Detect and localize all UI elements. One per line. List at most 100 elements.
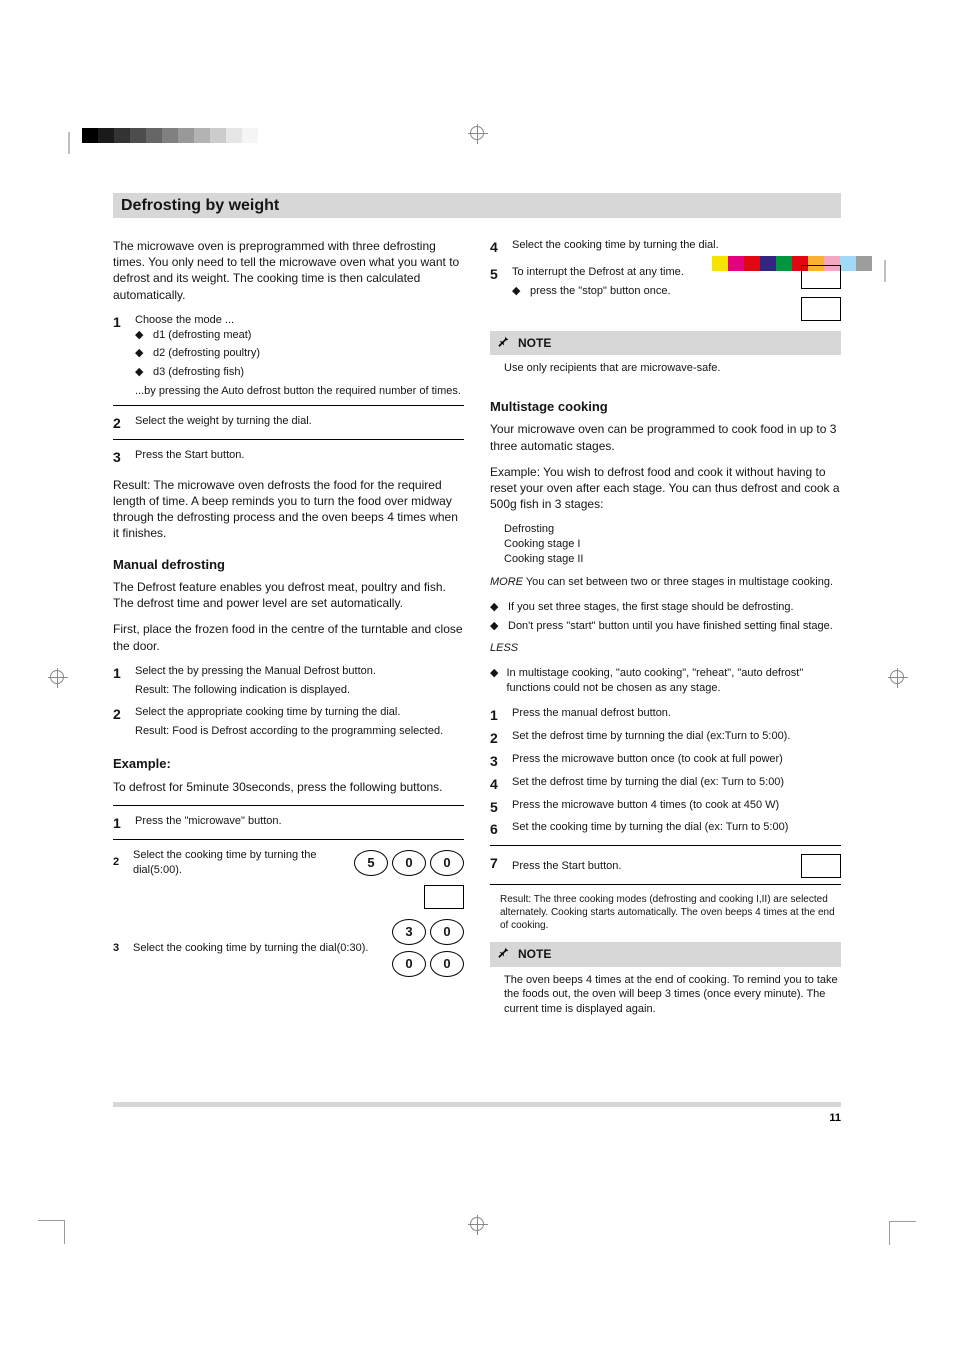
- note-box: NOTE The oven beeps 4 times at the end o…: [490, 942, 841, 1021]
- step-text: press the "stop" button once.: [530, 284, 671, 299]
- step-number: 1: [113, 313, 127, 332]
- divider: [490, 884, 841, 885]
- step-number: 2: [113, 855, 127, 870]
- note-heading: NOTE: [518, 946, 551, 962]
- paragraph: The Defrost feature enables you defrost …: [113, 579, 464, 611]
- list-item: d2 (defrosting poultry): [153, 346, 260, 361]
- key-icon: [801, 265, 841, 289]
- step-text: Choose the mode ...: [135, 313, 464, 328]
- step-text: To interrupt the Defrost at any time.: [512, 265, 801, 280]
- step-3: 3 Press the Start button.: [113, 448, 464, 467]
- step-number: 1: [113, 664, 127, 683]
- list-item: If you set three stages, the first stage…: [508, 600, 794, 615]
- registration-mark-icon: [50, 670, 64, 684]
- digit-button: 0: [392, 951, 426, 977]
- manual-step-2: 2 Select the appropriate cooking time by…: [113, 705, 464, 739]
- two-column-layout: The microwave oven is preprogrammed with…: [113, 238, 841, 1021]
- step-text: Select the cooking time by turning the d…: [127, 941, 392, 956]
- paragraph: To defrost for 5minute 30seconds, press …: [113, 779, 464, 795]
- manual-step-1: 1 Select the by pressing the Manual Defr…: [113, 664, 464, 698]
- divider: [113, 805, 464, 806]
- registration-mark-icon: [470, 1217, 484, 1231]
- step-text: Select the cooking time by turning the d…: [512, 238, 841, 253]
- divider: [490, 845, 841, 846]
- step-5: 5 To interrupt the Defrost at any time. …: [490, 265, 841, 321]
- emphasis: LESS: [490, 642, 518, 654]
- example-step-2: 2 Select the cooking time by turning the…: [113, 848, 464, 878]
- note-body: The oven beeps 4 times at the end of coo…: [490, 967, 841, 1022]
- paragraph: You can set between two or three stages …: [526, 576, 833, 588]
- key-icon: [801, 854, 841, 878]
- step-text: Select the appropriate cooking time by t…: [135, 705, 464, 720]
- digit-button: 0: [392, 850, 426, 876]
- step-text: Set the defrost time by turnning the dia…: [512, 729, 841, 744]
- list-item: In multistage cooking, "auto cooking", "…: [506, 666, 841, 696]
- content-area: Defrosting by weight The microwave oven …: [113, 193, 841, 1021]
- divider: [113, 839, 464, 840]
- crop-tick-right: [884, 260, 886, 282]
- step-2: 2 Select the weight by turning the dial.: [113, 414, 464, 433]
- subsection-heading: Multistage cooking: [490, 398, 841, 416]
- ms-step-6: 6Set the cooking time by turning the dia…: [490, 820, 841, 839]
- note-body: Use only recipients that are microwave-s…: [490, 355, 841, 380]
- ms-step-2: 2Set the defrost time by turnning the di…: [490, 729, 841, 748]
- crop-tick-left: [68, 132, 70, 154]
- note-box: NOTE Use only recipients that are microw…: [490, 331, 841, 380]
- digit-button: 5: [354, 850, 388, 876]
- right-column: 4 Select the cooking time by turning the…: [490, 238, 841, 1021]
- page-number: 11: [829, 1112, 841, 1124]
- page: Defrosting by weight The microwave oven …: [0, 0, 954, 1353]
- digit-button: 0: [430, 850, 464, 876]
- ms-step-7: 7 Press the Start button.: [490, 854, 841, 878]
- paragraph: First, place the frozen food in the cent…: [113, 621, 464, 653]
- digit-buttons: 3 0: [392, 919, 464, 945]
- result-paragraph: Result: The microwave oven defrosts the …: [113, 477, 464, 542]
- list-item: d1 (defrosting meat): [153, 328, 251, 343]
- step-text: Set the defrost time by turning the dial…: [512, 775, 841, 790]
- divider: [113, 439, 464, 440]
- step-number: 3: [113, 448, 127, 467]
- step-number: 2: [113, 705, 127, 724]
- list-item: Cooking stage I: [504, 537, 841, 552]
- step-result: Result: The following indication is disp…: [135, 683, 464, 698]
- step-text: Press the microwave button 4 times (to c…: [512, 798, 841, 813]
- pin-icon: [496, 945, 510, 963]
- digit-button: 3: [392, 919, 426, 945]
- divider: [113, 405, 464, 406]
- step-number: 5: [490, 265, 504, 284]
- key-icon: [424, 885, 464, 909]
- step-4: 4 Select the cooking time by turning the…: [490, 238, 841, 257]
- intro-paragraph: The microwave oven is preprogrammed with…: [113, 238, 464, 303]
- paragraph: Example: You wish to defrost food and co…: [490, 464, 841, 513]
- subsection-heading: Manual defrosting: [113, 556, 464, 574]
- step-number: 1: [113, 814, 127, 833]
- ms-step-3: 3Press the microwave button once (to coo…: [490, 752, 841, 771]
- registration-mark-icon: [470, 126, 484, 140]
- paragraph: Your microwave oven can be programmed to…: [490, 421, 841, 453]
- step-text: Press the microwave button once (to cook…: [512, 752, 841, 767]
- pin-icon: [496, 334, 510, 352]
- step-text: Set the cooking time by turning the dial…: [512, 820, 841, 835]
- digit-buttons: 0 0: [392, 951, 464, 977]
- digit-buttons: 5 0 0: [354, 850, 464, 876]
- key-icon: [801, 297, 841, 321]
- step-text: ...by pressing the Auto defrost button t…: [135, 384, 464, 399]
- list-item: Don't press "start" button until you hav…: [508, 619, 833, 634]
- note-heading: NOTE: [518, 335, 551, 351]
- example-step-1: 1 Press the "microwave" button.: [113, 814, 464, 833]
- list-item: Cooking stage II: [504, 552, 841, 567]
- ms-step-4: 4Set the defrost time by turning the dia…: [490, 775, 841, 794]
- key-icons: [801, 265, 841, 321]
- step-text: Select the cooking time by turning the d…: [127, 848, 354, 878]
- step-1: 1 Choose the mode ... ◆d1 (defrosting me…: [113, 313, 464, 399]
- emphasis: MORE: [490, 576, 523, 588]
- step-text: Press the manual defrost button.: [512, 706, 841, 721]
- step-text: Select the by pressing the Manual Defros…: [135, 664, 464, 679]
- digit-button: 0: [430, 919, 464, 945]
- step-text: Press the "microwave" button.: [135, 814, 464, 829]
- left-column: The microwave oven is preprogrammed with…: [113, 238, 464, 1021]
- step-number: 3: [113, 941, 127, 956]
- ms-step-1: 1Press the manual defrost button.: [490, 706, 841, 725]
- example-heading: Example:: [113, 755, 464, 773]
- step-number: 4: [490, 238, 504, 257]
